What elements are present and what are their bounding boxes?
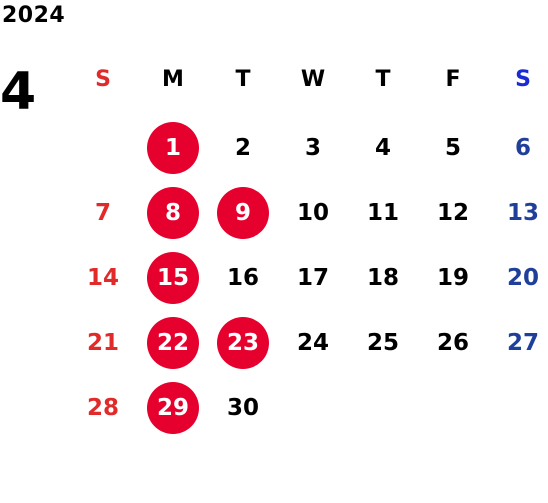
day-cell: 11 [348, 181, 418, 245]
calendar-month: 4 [0, 62, 37, 122]
day-number: 28 [86, 395, 119, 421]
day-cell: 18 [348, 246, 418, 310]
day-number: 13 [506, 200, 539, 226]
weekday-header: T [375, 67, 391, 92]
day-number: 24 [296, 330, 329, 356]
day-number: 26 [436, 330, 469, 356]
weekday-header: W [300, 67, 326, 92]
day-number: 1 [147, 122, 199, 174]
day-cell: 6 [488, 116, 548, 180]
day-cell: 20 [488, 246, 548, 310]
day-number: 6 [514, 135, 531, 161]
day-number: 21 [86, 330, 119, 356]
day-cell: 21 [68, 311, 138, 375]
day-cell: 17 [278, 246, 348, 310]
day-number: 11 [366, 200, 399, 226]
calendar-year: 2024 [2, 3, 66, 28]
day-number: 4 [374, 135, 391, 161]
day-cell: 27 [488, 311, 548, 375]
day-cell: 26 [418, 311, 488, 375]
day-number: 7 [94, 200, 111, 226]
day-number: 19 [436, 265, 469, 291]
day-cell: 10 [278, 181, 348, 245]
day-cell-highlighted: 15 [138, 246, 208, 310]
day-cell: 24 [278, 311, 348, 375]
weekday-header: M [162, 67, 184, 92]
weekday-header: S [95, 67, 111, 92]
day-cell: 2 [208, 116, 278, 180]
day-cell-highlighted: 23 [208, 311, 278, 375]
day-number: 27 [506, 330, 539, 356]
day-number: 2 [234, 135, 251, 161]
day-cell: 12 [418, 181, 488, 245]
day-cell-highlighted: 1 [138, 116, 208, 180]
day-cell: 25 [348, 311, 418, 375]
day-number: 16 [226, 265, 259, 291]
day-cell-highlighted: 29 [138, 376, 208, 440]
day-number: 25 [366, 330, 399, 356]
day-cell: 5 [418, 116, 488, 180]
day-cell: 16 [208, 246, 278, 310]
day-cell-highlighted: 22 [138, 311, 208, 375]
day-number: 29 [147, 382, 199, 434]
day-number: 5 [444, 135, 461, 161]
day-cell-highlighted: 9 [208, 181, 278, 245]
day-number: 8 [147, 187, 199, 239]
day-cell: 3 [278, 116, 348, 180]
day-cell-highlighted: 8 [138, 181, 208, 245]
day-number: 20 [506, 265, 539, 291]
day-number: 14 [86, 265, 119, 291]
day-cell: 19 [418, 246, 488, 310]
weekday-header: F [445, 67, 461, 92]
day-number: 22 [147, 317, 199, 369]
day-cell: 13 [488, 181, 548, 245]
day-number: 12 [436, 200, 469, 226]
day-number: 3 [304, 135, 321, 161]
day-number: 18 [366, 265, 399, 291]
day-cell: 30 [208, 376, 278, 440]
weekday-header: T [235, 67, 251, 92]
day-number: 30 [226, 395, 259, 421]
day-number: 23 [217, 317, 269, 369]
day-number: 9 [217, 187, 269, 239]
day-cell: 7 [68, 181, 138, 245]
day-number: 17 [296, 265, 329, 291]
calendar-grid: S M T W T F S 1 2 3 4 5 6 7 8 9 10 11 12 13 14 15 16 17 18 19 20 21… [68, 50, 548, 450]
day-cell: 28 [68, 376, 138, 440]
day-cell: 4 [348, 116, 418, 180]
day-number: 15 [147, 252, 199, 304]
day-cell: 14 [68, 246, 138, 310]
weekday-header: S [515, 67, 531, 92]
day-number: 10 [296, 200, 329, 226]
